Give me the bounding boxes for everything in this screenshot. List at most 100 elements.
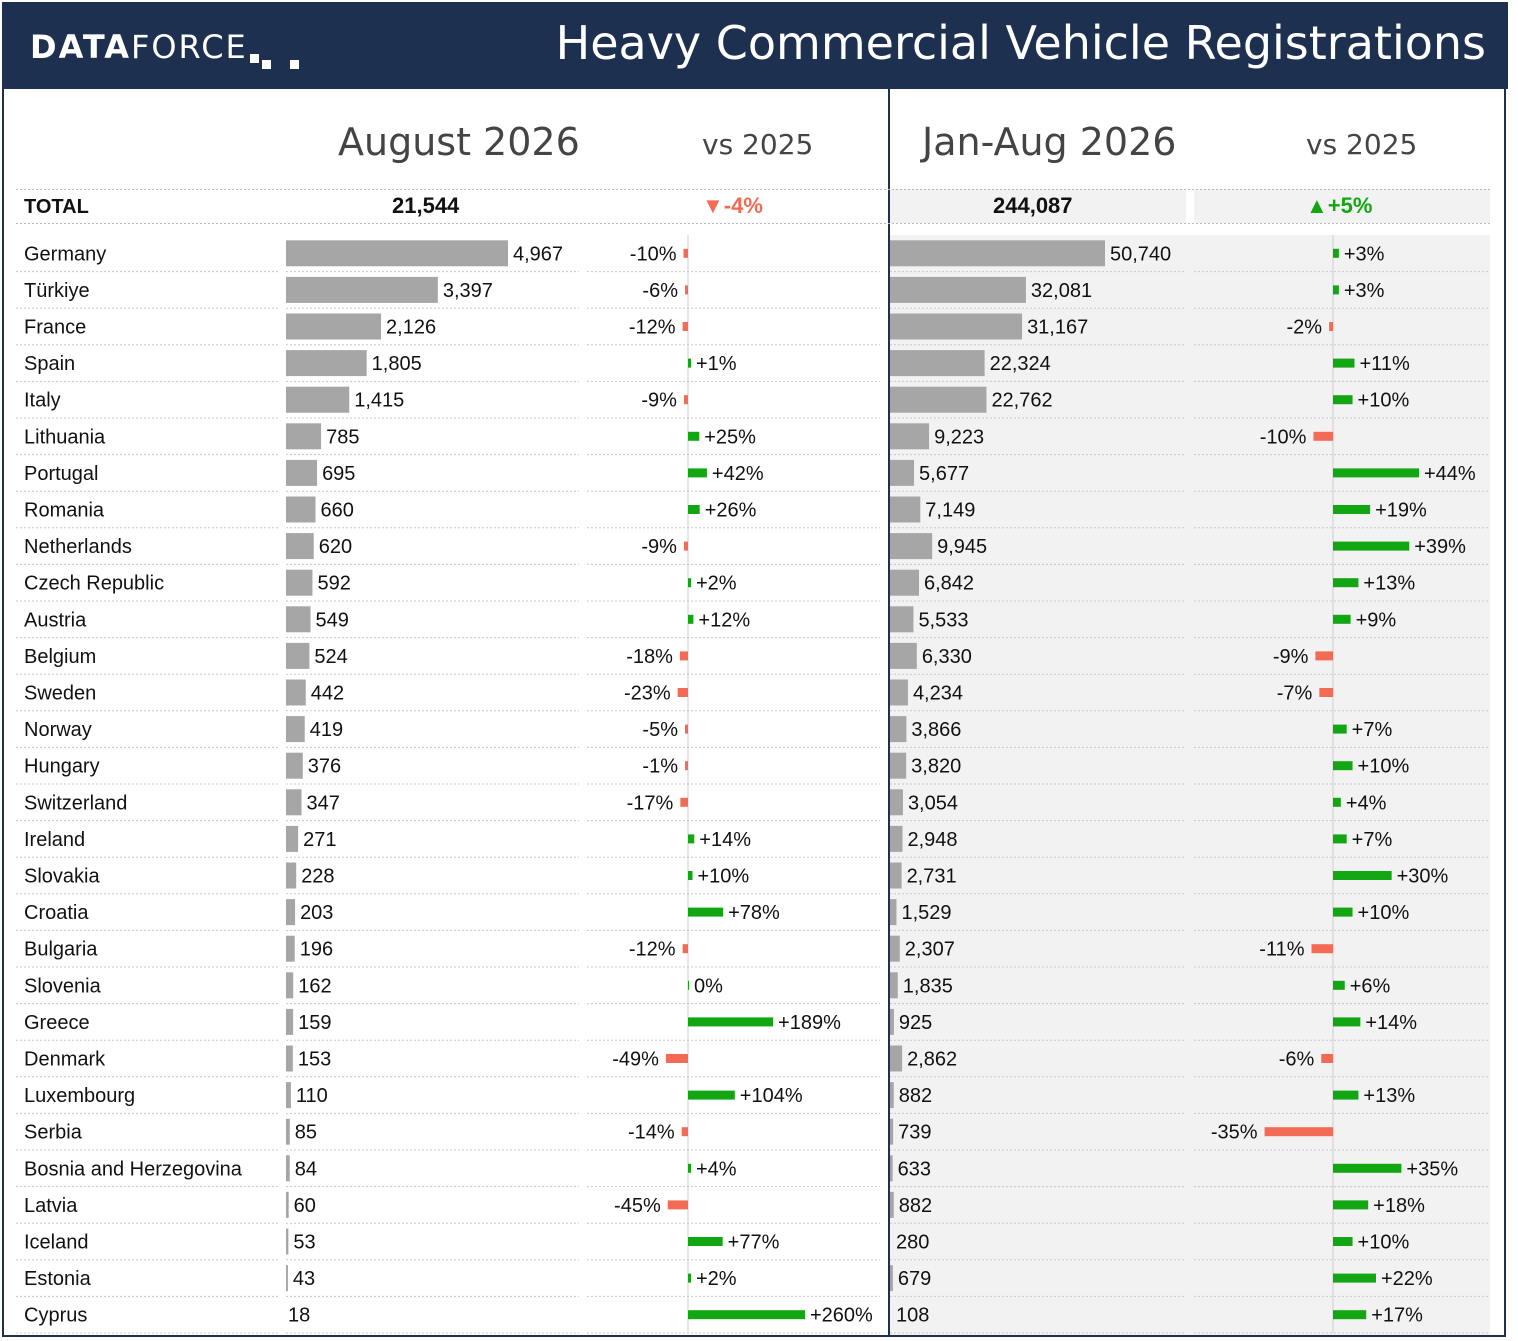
month-value-label: 592 — [317, 573, 350, 595]
ytd-change-label: -35% — [1211, 1122, 1258, 1144]
ytd-change-label: +13% — [1363, 573, 1415, 595]
month-change-label: -23% — [624, 683, 671, 705]
month-change-label: +78% — [728, 902, 780, 924]
month-value-label: 2,126 — [386, 317, 436, 339]
ytd-change-bar — [1333, 468, 1419, 478]
ytd-value-label: 2,307 — [905, 939, 955, 961]
month-bar — [286, 350, 367, 377]
ytd-bar — [890, 533, 933, 560]
ytd-change-bar — [1333, 1163, 1402, 1173]
ytd-value-label: 882 — [899, 1085, 932, 1107]
ytd-bar — [890, 1082, 894, 1109]
month-column-header: August 2026 — [338, 120, 580, 164]
ytd-value-label: 739 — [898, 1122, 931, 1144]
ytd-bar — [890, 1118, 894, 1145]
country-label: Lithuania — [24, 426, 106, 448]
country-label: France — [24, 317, 86, 339]
month-bar — [286, 1118, 290, 1145]
ytd-bar — [890, 1008, 894, 1035]
month-bar — [286, 1082, 291, 1109]
month-value-label: 3,397 — [443, 280, 493, 302]
month-value-label: 196 — [300, 939, 333, 961]
month-value-label: 620 — [319, 536, 352, 558]
ytd-value-label: 108 — [896, 1305, 929, 1327]
month-value-label: 271 — [303, 829, 336, 851]
month-change-label: +189% — [778, 1012, 841, 1034]
ytd-bar — [890, 240, 1105, 267]
country-label: Portugal — [24, 463, 99, 485]
ytd-value-label: 7,149 — [925, 500, 975, 522]
month-bar — [286, 789, 302, 816]
country-label: Slovenia — [24, 975, 102, 997]
month-change-label: +26% — [705, 500, 757, 522]
month-bar — [286, 459, 318, 486]
month-change-bar — [683, 248, 688, 258]
ytd-bar — [890, 679, 908, 706]
month-bar — [286, 313, 382, 340]
month-bar — [286, 276, 438, 303]
ytd-change-label: +7% — [1352, 719, 1393, 741]
month-change-label: +2% — [696, 573, 737, 595]
ytd-change-label: +44% — [1424, 463, 1476, 485]
ytd-value-label: 882 — [899, 1195, 932, 1217]
month-change-bar — [685, 724, 688, 734]
country-label: Switzerland — [24, 792, 127, 814]
month-change-label: +25% — [704, 426, 756, 448]
ytd-bar — [890, 350, 985, 377]
ytd-value-label: 9,945 — [937, 536, 987, 558]
month-change-label: +77% — [728, 1232, 780, 1254]
ytd-value-label: 2,731 — [907, 866, 957, 888]
total-month-change: ▼-4% — [702, 193, 763, 218]
month-change-label: +2% — [696, 1268, 737, 1290]
month-bar — [286, 642, 310, 669]
total-bottom-rule — [16, 223, 1490, 224]
country-label: Greece — [24, 1012, 90, 1034]
ytd-bar — [890, 862, 902, 889]
ytd-change-bar — [1333, 541, 1410, 551]
month-change-label: -17% — [627, 792, 674, 814]
total-month-value: 21,544 — [392, 193, 460, 218]
country-label: Italy — [24, 390, 61, 412]
ytd-change-bar — [1264, 1127, 1333, 1137]
ytd-bar — [890, 716, 907, 743]
month-bar — [286, 606, 311, 633]
ytd-change-label: +10% — [1358, 756, 1410, 778]
month-bar — [286, 862, 297, 889]
ytd-change-label: +3% — [1344, 243, 1385, 265]
ytd-change-label: -6% — [1279, 1049, 1315, 1071]
month-change-bar — [683, 541, 688, 551]
month-change-label: -12% — [629, 317, 676, 339]
header-banner: DATAFORCE Heavy Commercial Vehicle Regis… — [2, 2, 1508, 89]
ytd-bar — [890, 935, 900, 962]
month-change-bar — [682, 944, 688, 954]
total-top-rule — [16, 189, 1490, 190]
month-value-label: 549 — [316, 609, 349, 631]
ytd-change-bar — [1333, 980, 1345, 990]
country-label: Bulgaria — [24, 939, 98, 961]
ytd-bar — [890, 276, 1026, 303]
down-triangle-icon: ▼ — [702, 193, 724, 218]
country-label: Latvia — [24, 1195, 78, 1217]
month-change-label: -14% — [628, 1122, 675, 1144]
ytd-change-bar — [1333, 1090, 1359, 1100]
month-bar — [286, 423, 322, 450]
month-value-label: 85 — [295, 1122, 317, 1144]
month-change-bar — [688, 1237, 723, 1246]
ytd-value-label: 32,081 — [1031, 280, 1092, 302]
ytd-change-label: +11% — [1360, 353, 1410, 375]
country-label: Cyprus — [24, 1305, 87, 1327]
ytd-bar — [890, 1155, 893, 1182]
ytd-value-label: 633 — [898, 1158, 931, 1180]
month-change-bar — [688, 1273, 691, 1283]
month-value-label: 785 — [326, 426, 359, 448]
month-value-label: 1,805 — [372, 353, 422, 375]
country-label: Spain — [24, 353, 75, 375]
ytd-value-label: 4,234 — [913, 683, 963, 705]
month-value-label: 695 — [322, 463, 355, 485]
month-change-bar — [688, 1017, 774, 1027]
section-divider — [888, 89, 890, 1337]
ytd-change-label: +17% — [1371, 1305, 1423, 1327]
month-value-label: 18 — [288, 1305, 310, 1327]
ytd-value-label: 31,167 — [1027, 317, 1088, 339]
